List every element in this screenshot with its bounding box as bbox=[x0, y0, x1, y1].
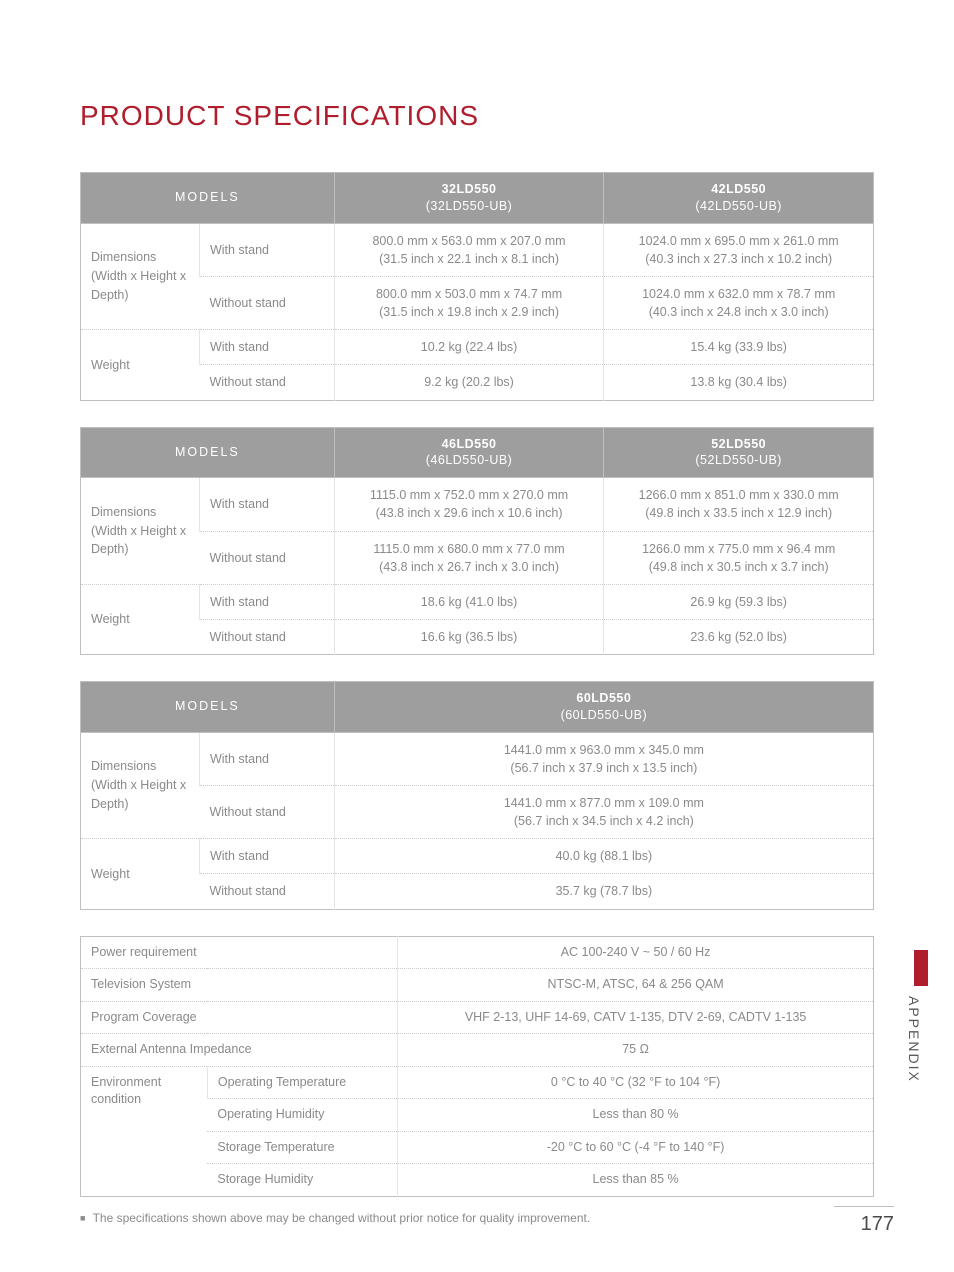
spec-value: 15.4 kg (33.9 lbs) bbox=[604, 330, 874, 365]
table-row: Without stand16.6 kg (36.5 lbs)23.6 kg (… bbox=[81, 619, 874, 654]
spec-value: 1024.0 mm x 695.0 mm x 261.0 mm(40.3 inc… bbox=[604, 223, 874, 276]
table-row: Dimensions (Width x Height x Depth)With … bbox=[81, 478, 874, 531]
spec-table-0: MODELS32LD550(32LD550-UB)42LD550(42LD550… bbox=[80, 172, 874, 401]
table-row: Environment conditionOperating Temperatu… bbox=[81, 1066, 874, 1099]
with-stand-label: With stand bbox=[199, 584, 334, 619]
spec-value: Less than 80 % bbox=[398, 1099, 874, 1132]
table-row: Dimensions (Width x Height x Depth)With … bbox=[81, 732, 874, 785]
spec-table-1: MODELS46LD550(46LD550-UB)52LD550(52LD550… bbox=[80, 427, 874, 656]
table-row: Television SystemNTSC-M, ATSC, 64 & 256 … bbox=[81, 969, 874, 1002]
table-row: Without stand9.2 kg (20.2 lbs)13.8 kg (3… bbox=[81, 365, 874, 400]
model-header: 60LD550(60LD550-UB) bbox=[334, 682, 873, 733]
spec-value: Less than 85 % bbox=[398, 1164, 874, 1197]
model-header: 52LD550(52LD550-UB) bbox=[604, 427, 874, 478]
spec-value: 26.9 kg (59.3 lbs) bbox=[604, 584, 874, 619]
model-header: 46LD550(46LD550-UB) bbox=[334, 427, 604, 478]
general-specs-table: Power requirementAC 100-240 V ~ 50 / 60 … bbox=[80, 936, 874, 1197]
spec-value: 1441.0 mm x 963.0 mm x 345.0 mm(56.7 inc… bbox=[334, 732, 873, 785]
spec-value: 800.0 mm x 503.0 mm x 74.7 mm(31.5 inch … bbox=[334, 277, 604, 330]
without-stand-label: Without stand bbox=[199, 619, 334, 654]
spec-value: 9.2 kg (20.2 lbs) bbox=[334, 365, 604, 400]
spec-value: 1266.0 mm x 851.0 mm x 330.0 mm(49.8 inc… bbox=[604, 478, 874, 531]
dimensions-label: Dimensions (Width x Height x Depth) bbox=[81, 478, 200, 585]
model-header: 42LD550(42LD550-UB) bbox=[604, 173, 874, 224]
models-header: MODELS bbox=[81, 427, 335, 478]
spec-value: 1024.0 mm x 632.0 mm x 78.7 mm(40.3 inch… bbox=[604, 277, 874, 330]
without-stand-label: Without stand bbox=[199, 365, 334, 400]
table-row: Without stand1441.0 mm x 877.0 mm x 109.… bbox=[81, 786, 874, 839]
weight-label: Weight bbox=[81, 839, 200, 909]
spec-label: External Antenna Impedance bbox=[81, 1034, 398, 1067]
env-condition-label: Environment condition bbox=[81, 1066, 208, 1196]
spec-value: 18.6 kg (41.0 lbs) bbox=[334, 584, 604, 619]
spec-value: 800.0 mm x 563.0 mm x 207.0 mm(31.5 inch… bbox=[334, 223, 604, 276]
table-row: WeightWith stand18.6 kg (41.0 lbs)26.9 k… bbox=[81, 584, 874, 619]
spec-value: 75 Ω bbox=[398, 1034, 874, 1067]
spec-table-2: MODELS60LD550(60LD550-UB)Dimensions (Wid… bbox=[80, 681, 874, 910]
model-header: 32LD550(32LD550-UB) bbox=[334, 173, 604, 224]
section-label: APPENDIX bbox=[906, 996, 922, 1083]
spec-value: 13.8 kg (30.4 lbs) bbox=[604, 365, 874, 400]
table-row: Without stand800.0 mm x 503.0 mm x 74.7 … bbox=[81, 277, 874, 330]
spec-value: 1441.0 mm x 877.0 mm x 109.0 mm(56.7 inc… bbox=[334, 786, 873, 839]
dimensions-label: Dimensions (Width x Height x Depth) bbox=[81, 732, 200, 839]
spec-value: 40.0 kg (88.1 lbs) bbox=[334, 839, 873, 874]
spec-value: 1266.0 mm x 775.0 mm x 96.4 mm(49.8 inch… bbox=[604, 531, 874, 584]
spec-value: 1115.0 mm x 680.0 mm x 77.0 mm(43.8 inch… bbox=[334, 531, 604, 584]
spec-value: AC 100-240 V ~ 50 / 60 Hz bbox=[398, 936, 874, 969]
table-row: Without stand1115.0 mm x 680.0 mm x 77.0… bbox=[81, 531, 874, 584]
page-title: PRODUCT SPECIFICATIONS bbox=[80, 100, 874, 132]
spec-value: 1115.0 mm x 752.0 mm x 270.0 mm(43.8 inc… bbox=[334, 478, 604, 531]
spec-sublabel: Storage Temperature bbox=[207, 1131, 397, 1164]
table-row: Dimensions (Width x Height x Depth)With … bbox=[81, 223, 874, 276]
weight-label: Weight bbox=[81, 330, 200, 400]
side-tab: APPENDIX bbox=[906, 950, 928, 1083]
accent-block-icon bbox=[914, 950, 928, 986]
spec-sublabel: Operating Temperature bbox=[207, 1066, 397, 1099]
without-stand-label: Without stand bbox=[199, 531, 334, 584]
without-stand-label: Without stand bbox=[199, 786, 334, 839]
footnote-text: The specifications shown above may be ch… bbox=[93, 1211, 591, 1225]
table-row: Program CoverageVHF 2-13, UHF 14-69, CAT… bbox=[81, 1001, 874, 1034]
spec-value: 23.6 kg (52.0 lbs) bbox=[604, 619, 874, 654]
dimensions-label: Dimensions (Width x Height x Depth) bbox=[81, 223, 200, 330]
spec-label: Power requirement bbox=[81, 936, 398, 969]
table-row: Without stand35.7 kg (78.7 lbs) bbox=[81, 874, 874, 909]
models-header: MODELS bbox=[81, 682, 335, 733]
spec-value: NTSC-M, ATSC, 64 & 256 QAM bbox=[398, 969, 874, 1002]
with-stand-label: With stand bbox=[199, 732, 334, 785]
footnote: ■ The specifications shown above may be … bbox=[80, 1211, 874, 1225]
with-stand-label: With stand bbox=[199, 839, 334, 874]
weight-label: Weight bbox=[81, 584, 200, 654]
spec-sublabel: Storage Humidity bbox=[207, 1164, 397, 1197]
with-stand-label: With stand bbox=[199, 223, 334, 276]
spec-value: 0 °C to 40 °C (32 °F to 104 °F) bbox=[398, 1066, 874, 1099]
without-stand-label: Without stand bbox=[199, 277, 334, 330]
spec-value: 35.7 kg (78.7 lbs) bbox=[334, 874, 873, 909]
with-stand-label: With stand bbox=[199, 330, 334, 365]
spec-label: Television System bbox=[81, 969, 398, 1002]
table-row: WeightWith stand40.0 kg (88.1 lbs) bbox=[81, 839, 874, 874]
bullet-icon: ■ bbox=[80, 1213, 85, 1223]
table-row: Power requirementAC 100-240 V ~ 50 / 60 … bbox=[81, 936, 874, 969]
without-stand-label: Without stand bbox=[199, 874, 334, 909]
spec-sublabel: Operating Humidity bbox=[207, 1099, 397, 1132]
spec-label: Program Coverage bbox=[81, 1001, 398, 1034]
spec-value: -20 °C to 60 °C (-4 °F to 140 °F) bbox=[398, 1131, 874, 1164]
page-number: 177 bbox=[834, 1206, 894, 1236]
spec-value: VHF 2-13, UHF 14-69, CATV 1-135, DTV 2-6… bbox=[398, 1001, 874, 1034]
table-row: WeightWith stand10.2 kg (22.4 lbs)15.4 k… bbox=[81, 330, 874, 365]
table-row: External Antenna Impedance75 Ω bbox=[81, 1034, 874, 1067]
spec-value: 16.6 kg (36.5 lbs) bbox=[334, 619, 604, 654]
with-stand-label: With stand bbox=[199, 478, 334, 531]
spec-value: 10.2 kg (22.4 lbs) bbox=[334, 330, 604, 365]
models-header: MODELS bbox=[81, 173, 335, 224]
